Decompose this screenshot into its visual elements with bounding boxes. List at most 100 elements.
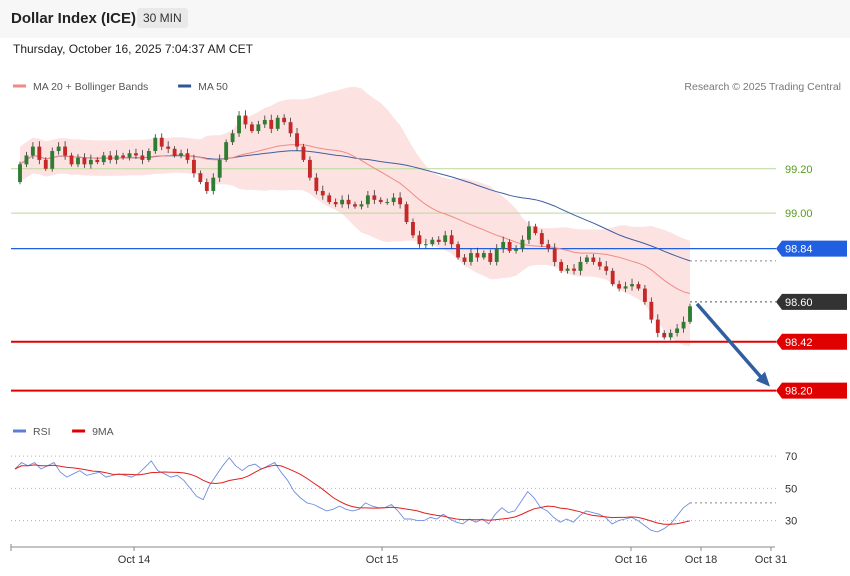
candle — [301, 146, 306, 160]
candle — [565, 268, 570, 271]
candle — [520, 239, 525, 249]
candle — [507, 241, 512, 251]
candle — [101, 155, 106, 163]
rsi-level-label-30: 30 — [785, 516, 797, 528]
candle — [481, 253, 486, 258]
candle — [192, 159, 196, 174]
candle — [572, 268, 576, 271]
candle — [494, 248, 499, 262]
candle — [30, 146, 35, 156]
candle — [378, 199, 383, 203]
candle — [56, 146, 61, 152]
x-tick-label: Oct 18 — [685, 554, 717, 566]
candle — [204, 182, 209, 191]
candle — [443, 235, 448, 242]
candle — [243, 115, 248, 125]
legend-label-1: MA 50 — [198, 81, 228, 93]
credit-text: Research © 2025 Trading Central — [684, 81, 841, 93]
candle — [353, 204, 357, 207]
timeframe-badge[interactable]: 30 MIN — [137, 8, 188, 28]
legend-label-0: MA 20 + Bollinger Bands — [33, 81, 148, 93]
chart-labels: 99.20 99.00 98.84 98.60 98.42 98.20 70 50 30 MA 2… — [13, 81, 847, 528]
rsi-legend-label-0: RSI — [33, 426, 51, 438]
candle — [655, 319, 660, 333]
level-label-98.60: 98.60 — [785, 297, 813, 309]
x-tick-label: Oct 16 — [615, 554, 647, 566]
rsi-level-label-50: 50 — [785, 483, 797, 495]
candle — [114, 155, 119, 160]
candle — [146, 151, 151, 160]
candle — [153, 137, 158, 152]
candle — [24, 155, 29, 165]
candle — [469, 253, 473, 262]
candle — [237, 115, 241, 134]
candle — [675, 328, 680, 333]
candle — [82, 157, 87, 165]
candle — [456, 244, 461, 258]
candle — [630, 284, 634, 287]
candle — [108, 155, 113, 160]
forecast-arrow-head — [756, 371, 770, 387]
candle — [295, 133, 299, 147]
rsi-gridlines — [11, 455, 776, 522]
level-label-98.84: 98.84 — [785, 244, 813, 256]
candle — [385, 202, 390, 204]
candle — [559, 261, 564, 271]
candle — [617, 284, 622, 289]
candle — [668, 332, 673, 338]
candle — [43, 159, 48, 169]
level-label-98.42: 98.42 — [785, 337, 813, 349]
candle — [179, 153, 183, 156]
candle — [436, 239, 441, 242]
moving-averages — [19, 144, 691, 294]
candle — [37, 146, 42, 160]
candle — [552, 248, 557, 262]
candle — [88, 159, 93, 165]
candle — [539, 233, 544, 245]
candle — [411, 222, 415, 236]
candle — [50, 151, 55, 169]
candle — [275, 117, 280, 129]
level-tag-98.84 — [776, 240, 847, 257]
x-axis: Oct 14 Oct 15 Oct 16 Oct 18 Oct 31 — [10, 544, 787, 566]
candle — [346, 199, 351, 205]
candle — [314, 177, 319, 191]
candle — [256, 124, 261, 132]
candle — [63, 146, 68, 156]
candle — [269, 119, 274, 129]
candle — [584, 257, 589, 262]
instrument-title: Dollar Index (ICE) — [11, 10, 137, 27]
level-label-99.20: 99.20 — [785, 164, 813, 176]
level-tag-98.20 — [776, 382, 847, 399]
candle — [121, 155, 126, 158]
candle — [185, 153, 190, 160]
candle — [430, 239, 435, 245]
bollinger-band — [20, 86, 690, 347]
candles — [18, 110, 692, 341]
bollinger-band-fill — [20, 86, 690, 347]
candle — [688, 306, 692, 322]
candle — [423, 244, 428, 246]
candle — [662, 332, 667, 338]
ma20-line — [19, 144, 691, 294]
candle — [604, 266, 609, 271]
candle — [417, 235, 422, 245]
candle — [514, 248, 518, 251]
candle — [166, 146, 171, 149]
candle — [642, 288, 647, 302]
candle — [578, 261, 583, 271]
candle — [307, 159, 312, 178]
candle — [527, 226, 531, 240]
rsi-panel — [14, 456, 776, 533]
forecast-arrow — [695, 302, 770, 387]
candle — [211, 177, 216, 191]
rsi-legend-label-1: 9MA — [92, 426, 114, 438]
candle — [249, 124, 254, 132]
candle — [475, 253, 480, 258]
candle — [681, 321, 686, 329]
candle — [340, 199, 345, 205]
price-levels — [11, 168, 776, 392]
candle — [546, 244, 551, 249]
candle — [365, 195, 370, 205]
